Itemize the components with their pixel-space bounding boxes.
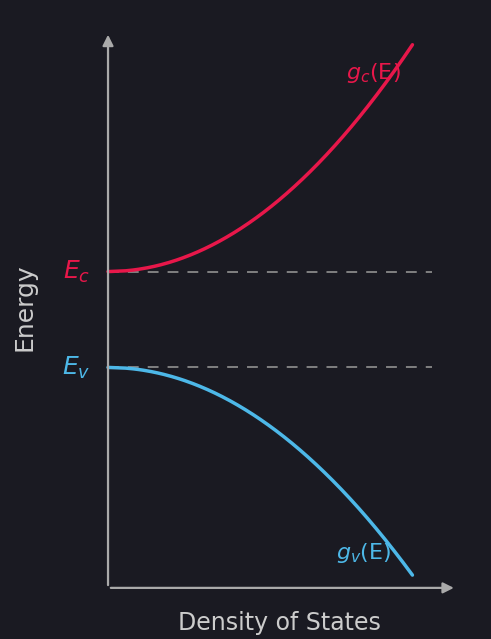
Text: Density of States: Density of States [178,611,382,635]
Text: $\mathit{E}_v$: $\mathit{E}_v$ [62,354,90,381]
Text: Energy: Energy [13,263,36,351]
Text: $g_v\mathrm{(E)}$: $g_v\mathrm{(E)}$ [336,541,391,565]
Text: $\mathit{E}_c$: $\mathit{E}_c$ [62,258,90,285]
Text: $g_c\mathrm{(E)}$: $g_c\mathrm{(E)}$ [346,61,401,86]
